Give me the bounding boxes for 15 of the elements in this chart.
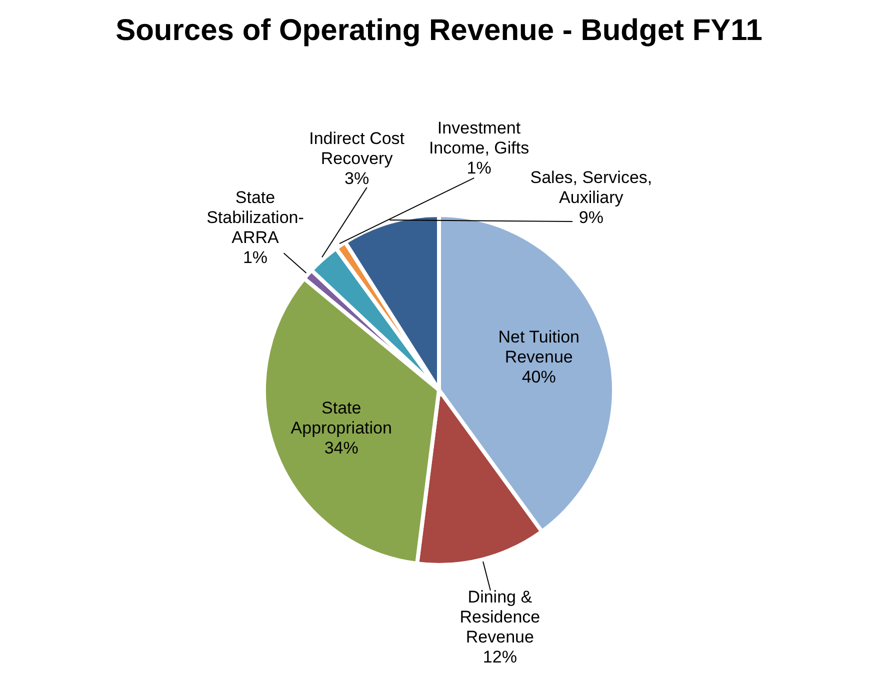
slice-label: State Stabilization-ARRA (206, 188, 304, 247)
slice-label: Dining & Residence Revenue (460, 587, 540, 646)
data-label: 1% (242, 248, 268, 267)
chart-title: Sources of Operating Revenue - Budget FY11 (116, 14, 762, 47)
slice-label: State Appropriation (290, 398, 392, 438)
slice-label: Net Tuition Revenue (498, 328, 580, 367)
data-label: 12% (482, 647, 517, 666)
slice-label: Sales, Services, Auxiliary (530, 168, 652, 207)
data-label: 34% (324, 438, 358, 458)
slice-label: Indirect Cost Recovery (309, 129, 405, 168)
data-label: 40% (522, 368, 556, 387)
slice-label: Investment Income, Gifts (428, 118, 530, 158)
data-label: 9% (578, 208, 604, 227)
data-label: 1% (466, 158, 492, 178)
data-label: 3% (344, 169, 370, 188)
